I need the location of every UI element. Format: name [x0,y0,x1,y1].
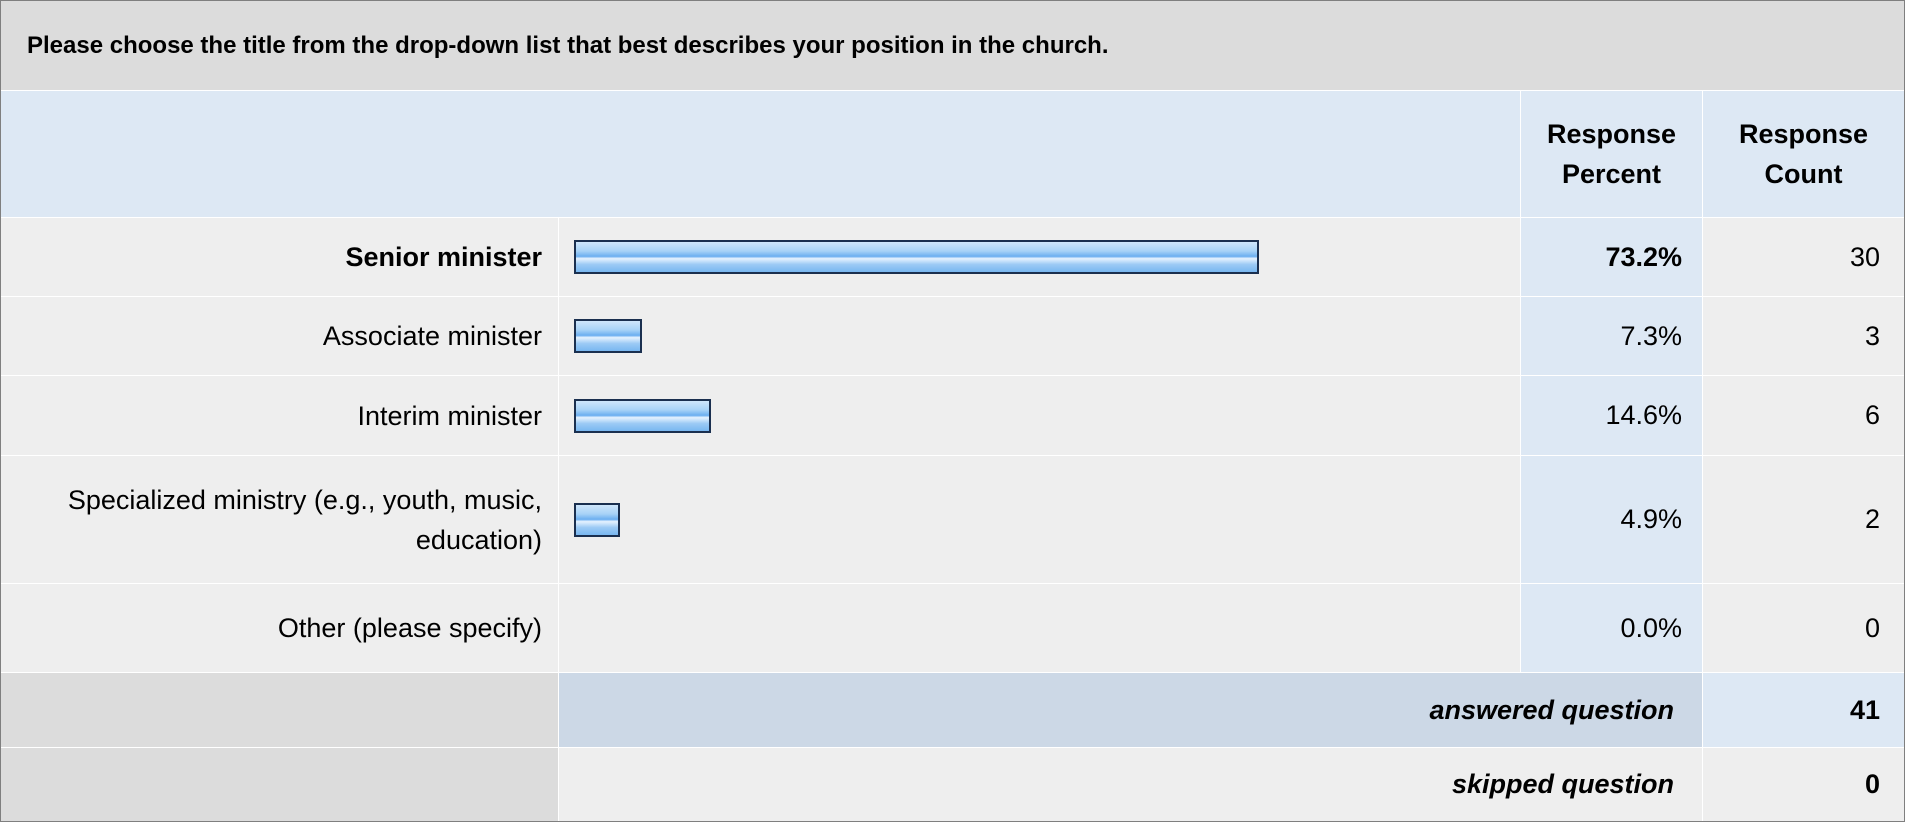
skipped-question-row: skipped question 0 [1,748,1904,821]
bar-cell [558,297,1520,375]
response-percent-header: Response Percent [1520,91,1702,217]
answer-label: Other (please specify) [277,613,542,643]
response-bar [574,240,1259,274]
response-percent: 4.9% [1520,456,1702,583]
question-text: Please choose the title from the drop-do… [27,31,1109,59]
answered-question-row: answered question 41 [1,673,1904,748]
answer-row: Associate minister 7.3% 3 [1,297,1904,376]
response-count-header: Response Count [1702,91,1904,217]
response-bar [574,319,642,353]
response-bar [574,502,620,537]
answer-row: Other (please specify) 0.0% 0 [1,584,1904,673]
response-count-header-line2: Count [1764,159,1843,189]
answered-question-label: answered question [558,673,1702,747]
response-bar [574,398,711,433]
bar-cell [558,218,1520,296]
bar-cell [558,584,1520,672]
header-row: Response Percent Response Count [1,91,1904,218]
answer-row: Senior minister 73.2% 30 [1,218,1904,297]
answer-label: Specialized ministry (e.g., youth, music… [67,484,542,555]
skipped-question-value: 0 [1702,748,1904,821]
answered-question-value: 41 [1702,673,1904,747]
answered-blank-cell [1,673,558,747]
response-count-header-line1: Response [1738,119,1869,149]
skipped-question-label: skipped question [558,748,1702,821]
answer-row: Interim minister 14.6% 6 [1,376,1904,456]
response-count: 2 [1702,456,1904,583]
answer-label: Interim minister [357,400,542,431]
answer-label: Senior minister [345,242,542,272]
bar-cell [558,456,1520,583]
response-percent: 73.2% [1520,218,1702,296]
response-count: 30 [1702,218,1904,296]
response-count: 3 [1702,297,1904,375]
bar-cell [558,376,1520,455]
answer-label: Associate minister [322,321,542,351]
question-row: Please choose the title from the drop-do… [1,1,1904,91]
answer-row: Specialized ministry (e.g., youth, music… [1,456,1904,584]
skipped-blank-cell [1,748,558,821]
response-percent-header-line2: Percent [1561,159,1662,189]
response-percent: 0.0% [1520,584,1702,672]
response-percent: 7.3% [1520,297,1702,375]
response-percent-header-line1: Response [1546,119,1677,149]
response-count: 6 [1702,376,1904,455]
response-percent: 14.6% [1520,376,1702,455]
response-count: 0 [1702,584,1904,672]
